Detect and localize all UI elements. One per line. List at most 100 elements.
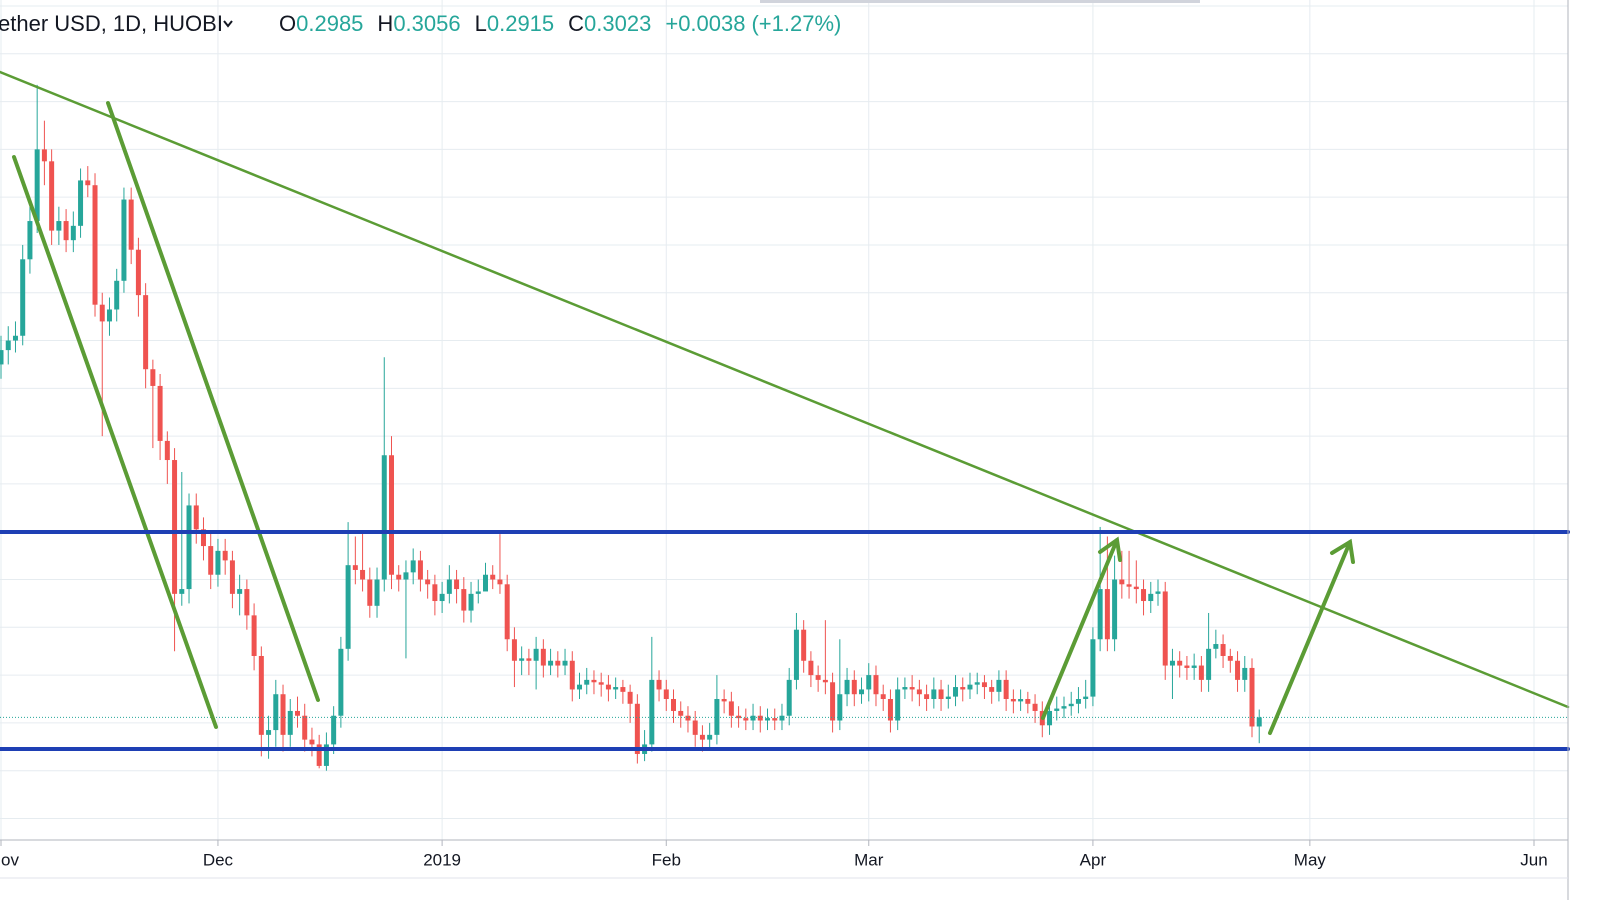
trend-line [0, 70, 1570, 709]
candle-body [5, 340, 11, 351]
candle-body [490, 574, 496, 580]
candle-body [258, 655, 264, 735]
candle-body [685, 715, 691, 721]
candle-body [410, 560, 416, 573]
candle-body [822, 679, 828, 683]
candle-body [381, 455, 387, 580]
symbol-title: ether USD, 1D, HUOBI [0, 11, 223, 36]
candle-body [743, 718, 749, 721]
candle-body [172, 460, 178, 594]
candle-body [135, 249, 141, 296]
drawings [0, 70, 1570, 751]
candle-body [1242, 667, 1248, 680]
candle-body [1126, 584, 1132, 587]
candle-body [1112, 579, 1118, 640]
candle-body [302, 715, 308, 740]
candle-body [627, 691, 633, 704]
candle-body [193, 505, 199, 530]
candle-body [461, 589, 467, 611]
candle-body [511, 639, 517, 661]
candle-body [1068, 703, 1074, 707]
candle-body [208, 546, 214, 575]
candle-body [728, 701, 734, 716]
candle-body [1235, 660, 1241, 680]
candle-body [605, 684, 611, 690]
candle-body [526, 658, 532, 661]
candle-body [634, 703, 640, 754]
candle-body [815, 675, 821, 680]
candle-body [70, 225, 76, 241]
ohlc-value: 0.3023 [584, 11, 651, 36]
candle-body [215, 550, 221, 575]
candle-body [49, 161, 55, 231]
candle-body [960, 687, 966, 690]
candle-body [519, 658, 525, 661]
ohlc-value: 0.2985 [296, 11, 363, 36]
candle-body [200, 529, 206, 547]
candle-body [1169, 660, 1175, 666]
candle-body [1032, 703, 1038, 711]
candle-body [34, 149, 40, 222]
candle-body [309, 739, 315, 745]
candle-body [446, 579, 452, 594]
x-tick-label: Jun [1520, 850, 1547, 869]
chevron[interactable] [223, 20, 233, 28]
toolbar-edge [760, 0, 1200, 3]
candle-body [439, 593, 445, 602]
candle-body [548, 660, 554, 666]
candle-body [244, 589, 250, 616]
candle-body [85, 180, 91, 186]
candle-body [63, 221, 69, 241]
candle-body [909, 687, 915, 690]
candle-body [786, 679, 792, 716]
ohlc-label: C [568, 11, 584, 36]
candles [0, 84, 1568, 771]
candle-body [562, 660, 568, 666]
candle-body [150, 369, 156, 386]
candle-body [793, 629, 799, 680]
candle-body [1162, 591, 1168, 666]
candle-body [1148, 593, 1154, 602]
x-tick-label: Mar [854, 850, 884, 869]
candle-body [866, 675, 872, 690]
candle-body [41, 149, 47, 162]
candle-body [1155, 591, 1161, 594]
candle-body [432, 584, 438, 602]
candle-body [1206, 648, 1212, 680]
candle-body [99, 304, 105, 322]
candle-body [251, 615, 257, 656]
candle-body [454, 579, 460, 590]
candle-body [924, 694, 930, 700]
x-tick-label: ov [1, 850, 19, 869]
candle-body [721, 699, 727, 702]
candle-body [316, 744, 322, 766]
candle-body [1075, 699, 1081, 704]
candle-body [692, 720, 698, 735]
candle-body [757, 715, 763, 721]
candle-body [179, 589, 185, 594]
candle-body [504, 584, 510, 640]
candle-body [273, 694, 279, 731]
candle-body [367, 579, 373, 606]
change: +0.0038 [665, 11, 745, 36]
candle-body [294, 710, 300, 716]
candle-body [1227, 655, 1233, 661]
candle-body [1184, 665, 1190, 668]
candle-body [916, 689, 922, 695]
candle-body [360, 569, 366, 580]
candle-body [714, 699, 720, 735]
candle-body [873, 675, 879, 695]
candle-body [280, 694, 286, 735]
candle-body [765, 718, 771, 721]
candle-body [143, 295, 149, 370]
candle-body [338, 648, 344, 716]
candle-body [750, 715, 756, 721]
candle-body [1018, 699, 1024, 702]
candle-body [164, 440, 170, 461]
arrow [1268, 538, 1355, 735]
candle-body [851, 679, 857, 695]
candle-body [967, 684, 973, 690]
candle-body [114, 280, 120, 310]
candle-body [569, 660, 575, 690]
